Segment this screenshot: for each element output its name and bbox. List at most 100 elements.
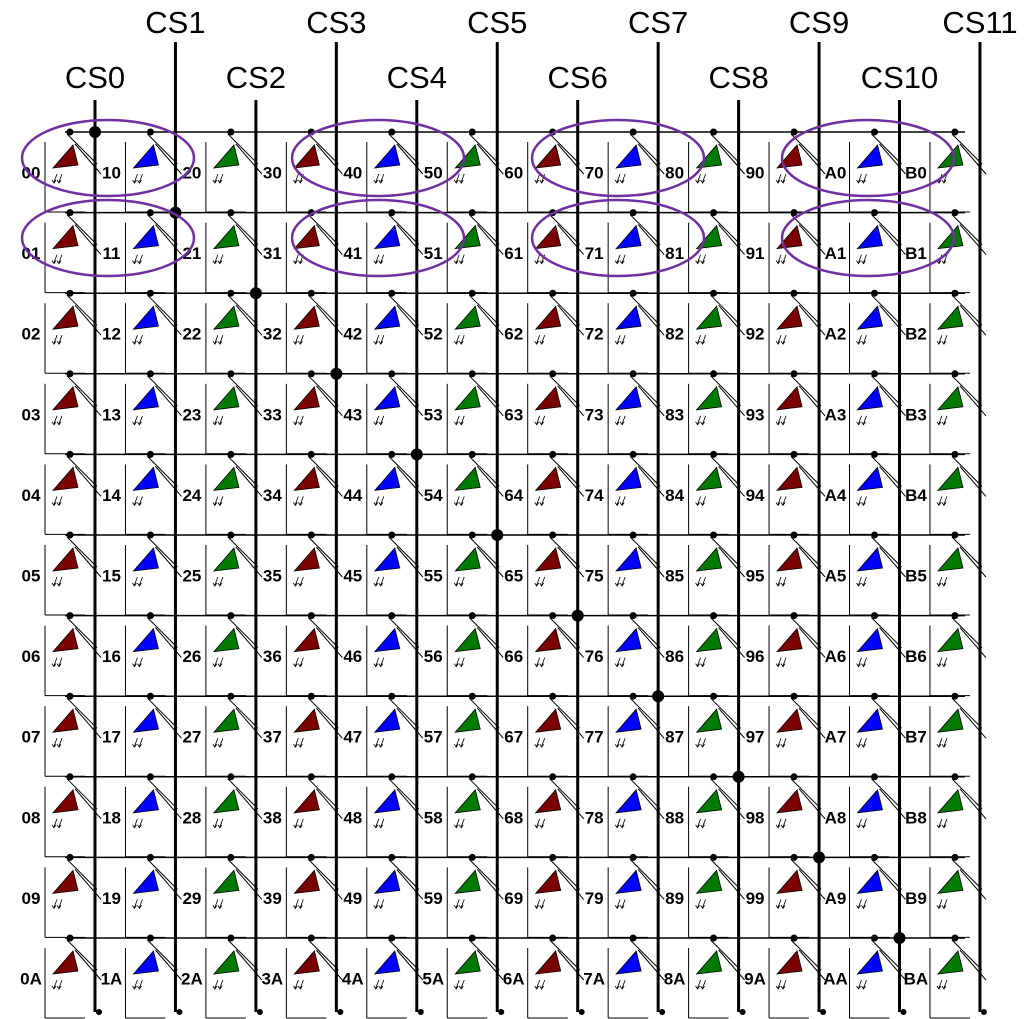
led-emission <box>213 255 223 264</box>
cs-end-dot <box>337 1009 343 1015</box>
led-emission <box>857 658 867 667</box>
junction-dot <box>951 693 958 700</box>
led-emission <box>776 496 786 505</box>
led-emission <box>213 738 223 747</box>
led-diagonal <box>477 305 503 335</box>
led-label: 68 <box>504 808 523 827</box>
led <box>858 709 883 732</box>
led-label: 88 <box>665 808 684 827</box>
led-diagonal <box>236 950 262 980</box>
led-diagonal <box>558 386 584 416</box>
led-diagonal <box>638 547 664 577</box>
led-diagonal <box>155 386 181 416</box>
led-emission <box>857 255 867 264</box>
led-diagonal <box>960 225 986 255</box>
junction-dot <box>67 612 74 619</box>
led-emission <box>454 416 464 425</box>
led-diagonal <box>316 466 342 496</box>
led-diagonal <box>880 225 906 255</box>
led-emission <box>696 819 706 828</box>
led-label: 89 <box>665 889 684 908</box>
junction-dot <box>227 370 234 377</box>
led-label: 98 <box>746 808 765 827</box>
junction-dot <box>549 612 556 619</box>
led-label: 75 <box>585 566 604 585</box>
junction-dot <box>871 532 878 539</box>
led-diagonal <box>719 789 745 819</box>
cs-connection <box>411 448 423 460</box>
led <box>214 548 239 571</box>
led <box>294 709 319 732</box>
led <box>777 306 802 329</box>
led-emission <box>293 496 303 505</box>
junction-dot <box>951 209 958 216</box>
led <box>938 951 963 974</box>
led-diagonal <box>477 386 503 416</box>
led-diagonal <box>397 466 423 496</box>
led-label: 04 <box>22 486 41 505</box>
led-diagonal <box>477 547 503 577</box>
led-emission <box>696 980 706 989</box>
led-label: B6 <box>905 647 927 666</box>
junction-dot <box>630 129 637 136</box>
cs-end-dot <box>740 1009 746 1015</box>
led-diagonal <box>155 708 181 738</box>
led-emission <box>615 980 625 989</box>
junction-dot <box>147 773 154 780</box>
junction-dot <box>388 451 395 458</box>
led <box>536 145 561 168</box>
led <box>616 951 641 974</box>
led <box>53 548 78 571</box>
led-label: 34 <box>263 486 282 505</box>
junction-dot <box>388 370 395 377</box>
junction-dot <box>549 451 556 458</box>
cs-end-dot <box>176 1009 182 1015</box>
led-label: 55 <box>424 566 443 585</box>
junction-dot <box>227 451 234 458</box>
led-emission <box>857 416 867 425</box>
led-emission <box>696 496 706 505</box>
led-diagonal <box>155 466 181 496</box>
led-label: 97 <box>746 728 765 747</box>
junction-dot <box>308 935 315 942</box>
led <box>214 306 239 329</box>
led-matrix-diagram: 00102030405060708090A0B00111213141516171… <box>0 0 1027 1019</box>
led-label: 37 <box>263 728 282 747</box>
junction-dot <box>871 451 878 458</box>
junction-dot <box>630 773 637 780</box>
junction-dot <box>469 532 476 539</box>
led <box>697 467 722 490</box>
led-emission <box>615 738 625 747</box>
led-diagonal <box>236 305 262 335</box>
led-diagonal <box>75 708 101 738</box>
led <box>777 629 802 652</box>
led-emission <box>535 335 545 344</box>
led <box>53 709 78 732</box>
led <box>455 387 480 410</box>
led-label: 33 <box>263 405 282 424</box>
junction-dot <box>791 290 798 297</box>
led-diagonal <box>799 144 825 174</box>
led-label: 81 <box>665 244 684 263</box>
junction-dot <box>710 612 717 619</box>
junction-dot <box>388 290 395 297</box>
led-emission <box>857 980 867 989</box>
led-emission <box>52 980 62 989</box>
led-label: 6A <box>503 969 525 988</box>
led-label: 24 <box>182 486 201 505</box>
led-emission <box>213 174 223 183</box>
led-label: 76 <box>585 647 604 666</box>
led-emission <box>132 577 142 586</box>
led-emission <box>776 980 786 989</box>
led <box>375 548 400 571</box>
led-label: 39 <box>263 889 282 908</box>
led-emission <box>937 899 947 908</box>
led-label: 25 <box>182 566 201 585</box>
led-diagonal <box>880 789 906 819</box>
cs-label: CS7 <box>628 5 688 40</box>
junction-dot <box>630 370 637 377</box>
led-emission <box>857 174 867 183</box>
led-label: 12 <box>102 325 121 344</box>
led-emission <box>52 658 62 667</box>
junction-dot <box>791 612 798 619</box>
